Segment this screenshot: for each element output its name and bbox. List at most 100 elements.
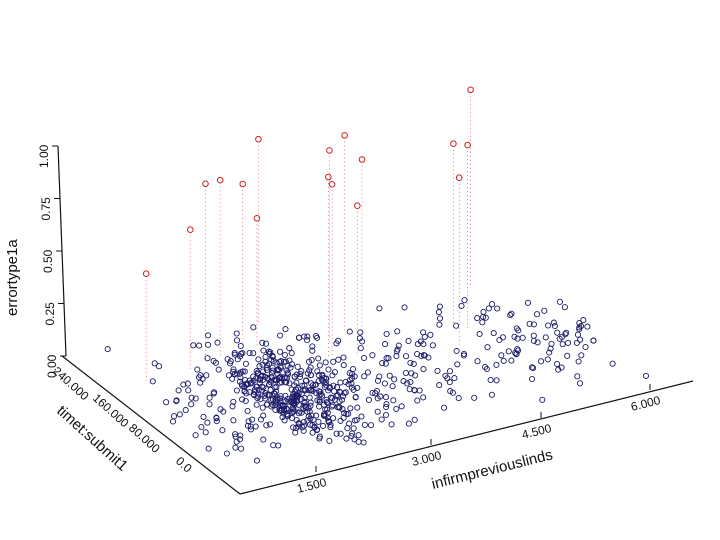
data-point	[590, 337, 597, 344]
data-point	[582, 343, 589, 351]
data-point	[561, 304, 568, 311]
data-point	[262, 373, 269, 380]
data-point	[281, 407, 288, 414]
data-point	[304, 333, 311, 340]
z-axis-label: errortype1a	[4, 239, 21, 316]
data-point	[250, 373, 257, 380]
data-point	[401, 304, 408, 311]
z-tick-label: 0.00	[45, 354, 59, 378]
data-point	[253, 383, 261, 390]
data-point	[206, 394, 213, 401]
data-point	[303, 377, 310, 384]
data-point	[304, 337, 311, 344]
data-point	[550, 319, 557, 326]
data-point	[260, 384, 267, 391]
data-point	[259, 339, 266, 346]
data-point	[262, 353, 269, 360]
data-point	[300, 427, 307, 434]
data-point	[171, 413, 178, 420]
data-point	[329, 372, 336, 379]
data-point	[232, 433, 239, 440]
data-point	[270, 442, 277, 449]
highlighted-point	[467, 86, 474, 94]
data-point	[385, 355, 392, 362]
data-point	[290, 424, 297, 431]
data-point	[335, 356, 342, 363]
data-point	[394, 328, 401, 335]
data-point	[389, 383, 396, 390]
data-point	[283, 379, 290, 386]
data-point	[231, 349, 238, 356]
data-point	[329, 395, 336, 402]
data-point	[455, 395, 462, 402]
data-point	[515, 347, 522, 354]
data-point	[414, 397, 421, 404]
data-point	[493, 377, 500, 384]
z-tick-label: 0.75	[39, 197, 53, 221]
data-point	[541, 307, 548, 314]
data-point	[507, 312, 514, 319]
data-point	[291, 373, 298, 380]
data-point	[584, 323, 591, 330]
data-point	[301, 333, 308, 340]
data-point	[355, 432, 362, 439]
x-axis-label: infirmpreviouslinds	[430, 446, 555, 493]
data-point	[442, 372, 449, 379]
data-point	[488, 301, 496, 308]
data-point	[333, 384, 341, 391]
data-point	[260, 436, 267, 443]
data-point	[499, 334, 506, 341]
data-point	[272, 376, 279, 383]
data-point	[573, 339, 580, 346]
data-point	[514, 335, 521, 342]
data-point	[265, 381, 273, 389]
highlighted-point	[253, 215, 261, 222]
data-point	[314, 368, 321, 375]
data-point	[429, 342, 436, 349]
data-point	[256, 363, 263, 370]
data-point	[285, 370, 292, 378]
data-point	[245, 418, 252, 425]
data-point	[337, 379, 344, 386]
data-point	[391, 376, 398, 383]
data-point	[398, 403, 405, 410]
data-point	[273, 384, 280, 391]
data-point	[420, 394, 427, 401]
data-point	[233, 387, 240, 394]
data-point	[262, 390, 269, 397]
data-point	[361, 373, 368, 380]
data-point	[374, 408, 381, 415]
data-point	[377, 393, 384, 400]
data-point	[301, 394, 308, 402]
data-point	[551, 322, 558, 330]
data-point	[266, 421, 274, 428]
data-point	[261, 392, 268, 399]
data-point	[471, 394, 478, 401]
data-point	[609, 360, 616, 367]
data-point	[206, 401, 213, 408]
data-point	[277, 398, 284, 405]
data-point	[383, 401, 390, 408]
data-point	[340, 362, 347, 369]
data-point	[343, 410, 350, 418]
data-point	[578, 352, 585, 359]
data-point	[412, 372, 419, 379]
data-point	[269, 364, 276, 371]
highlighted-point	[450, 140, 457, 147]
data-point	[246, 349, 253, 357]
data-point	[350, 425, 357, 432]
data-point	[322, 359, 329, 366]
data-point	[296, 334, 303, 341]
data-point	[175, 387, 182, 394]
data-point	[242, 360, 249, 367]
data-point	[286, 357, 293, 364]
data-point	[480, 308, 487, 315]
data-point	[312, 332, 320, 340]
data-point	[276, 358, 283, 366]
data-point	[163, 399, 170, 406]
data-point	[350, 386, 357, 393]
data-point	[263, 401, 270, 408]
data-point	[285, 398, 292, 405]
data-point	[304, 408, 311, 415]
data-point	[402, 369, 409, 377]
